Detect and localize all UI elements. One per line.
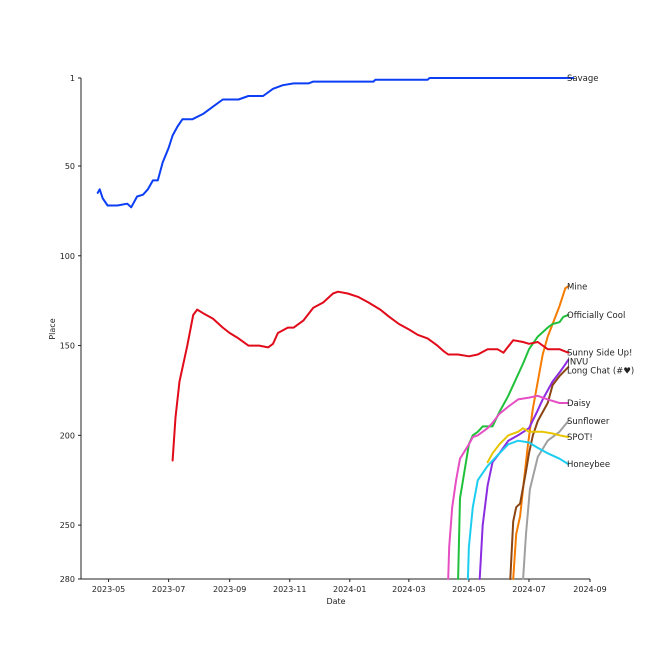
x-axis-title: Date (326, 597, 345, 606)
y-tick-label: 280 (60, 575, 75, 584)
y-tick-label: 1 (70, 74, 75, 83)
series-label-nvu: |NVU (567, 358, 588, 368)
x-tick-label: 2023-11 (273, 585, 306, 594)
series-label-officially-cool: Officially Cool (567, 311, 625, 321)
series-line-nvu (478, 358, 570, 580)
y-tick-label: 150 (60, 342, 75, 351)
series-label-daisy: Daisy (567, 399, 591, 409)
series-labels: Savage Mine Officially Cool Sunny Side Up!|… (567, 74, 634, 470)
y-axis-title: Place (48, 318, 57, 339)
y-tick-label: 50 (65, 162, 75, 171)
y-tick-label: 250 (60, 521, 75, 530)
series-label-spot: SPOT! (567, 433, 593, 443)
series-line-savage (96, 77, 575, 209)
x-tick-label: 2023-09 (213, 585, 246, 594)
series-label-sunflower: Sunflower (567, 417, 610, 427)
series-line-honeybee (466, 439, 570, 580)
series-label-sunny-side-up: Sunny Side Up! (567, 349, 632, 359)
y-tick-label: 100 (60, 252, 75, 261)
series-line-sunny-side-up (171, 290, 570, 462)
series-lines (96, 77, 575, 580)
x-tick-label: 2024-09 (573, 585, 606, 594)
series-line-daisy (447, 394, 570, 580)
series-label-mine: Mine (567, 282, 587, 292)
x-tick-label: 2023-05 (92, 585, 125, 594)
x-tick-label: 2024-07 (512, 585, 545, 594)
x-tick-label: 2023-07 (152, 585, 185, 594)
series-line-sunflower (522, 420, 570, 580)
x-axis: 2023-05 2023-07 2023-09 2023-11 2024-01 2024-… (81, 578, 607, 594)
series-line-mine (512, 285, 570, 580)
series-label-long-chat: Long Chat (#♥) (567, 367, 634, 377)
x-tick-label: 2024-03 (392, 585, 425, 594)
series-line-spot (486, 427, 570, 464)
series-label-savage: Savage (567, 74, 598, 84)
x-tick-label: 2024-01 (333, 585, 366, 594)
y-tick-label: 200 (60, 431, 75, 440)
x-tick-label: 2024-05 (452, 585, 485, 594)
series-label-honeybee: Honeybee (567, 460, 610, 470)
x-ticks: 2023-05 2023-07 2023-09 2023-11 2024-01 2024-… (92, 579, 607, 594)
